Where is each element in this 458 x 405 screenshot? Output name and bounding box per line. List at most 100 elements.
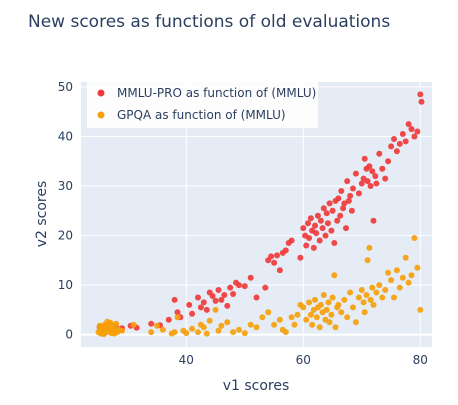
mmlu-pro-point (379, 165, 386, 172)
mmlu-pro-point (352, 170, 359, 177)
mmlu-pro-point (370, 217, 377, 224)
chart-title: New scores as functions of old evaluatio… (28, 12, 390, 32)
mmlu-pro-point (338, 188, 345, 194)
mmlu-pro-point (322, 232, 329, 239)
x-tick-labels: 40 60 80 (179, 353, 428, 367)
mmlu-pro-point (329, 207, 336, 214)
mmlu-pro-point (373, 180, 380, 187)
gpqa-point (113, 320, 120, 327)
mmlu-pro-point (319, 225, 326, 232)
mmlu-pro-point (408, 126, 415, 133)
gpqa-point (388, 277, 395, 284)
y-tick-label: 40 (58, 129, 73, 143)
mmlu-pro-point (313, 230, 320, 237)
gpqa-point (224, 319, 231, 326)
gpqa-point (104, 318, 111, 325)
mmlu-pro-point (328, 227, 335, 234)
gpqa-point (391, 294, 397, 301)
gpqa-point (300, 304, 307, 311)
gpqa-point (408, 272, 415, 279)
mmlu-pro-point (324, 220, 331, 227)
gpqa-point (414, 264, 421, 271)
mmlu-pro-point (303, 242, 310, 249)
gpqa-point (373, 289, 380, 296)
mmlu-pro-point (331, 240, 338, 246)
gpqa-point (385, 269, 392, 276)
mmlu-pro-point (343, 225, 349, 232)
gpqa-point (106, 323, 113, 330)
data-points (95, 91, 425, 338)
gpqa-point (393, 267, 400, 274)
gpqa-point (97, 326, 104, 333)
mmlu-pro-point (382, 175, 389, 182)
gpqa-point (320, 292, 327, 298)
mmlu-pro-point (340, 205, 347, 212)
gpqa-point (154, 322, 161, 329)
gpqa-point (230, 329, 237, 336)
gpqa-point (417, 306, 424, 313)
gpqa-point (411, 235, 418, 241)
gpqa-point (206, 317, 213, 324)
mmlu-pro-point (358, 180, 365, 187)
mmlu-pro-point (227, 284, 234, 291)
gpqa-point (338, 309, 345, 316)
gpqa-point (309, 321, 316, 328)
gpqa-point (171, 329, 178, 336)
mmlu-pro-point (335, 195, 342, 202)
gpqa-point (396, 284, 403, 291)
gpqa-point (241, 330, 248, 337)
gpqa-point (361, 309, 368, 316)
gpqa-point (247, 321, 254, 328)
mmlu-pro-point (316, 237, 323, 244)
x-tick-label: 60 (296, 353, 311, 367)
mmlu-pro-point (355, 190, 362, 197)
mmlu-pro-point (345, 197, 352, 204)
mmlu-pro-point (391, 136, 397, 142)
gpqa-point (352, 319, 359, 326)
mmlu-pro-point (297, 254, 304, 261)
legend[interactable]: MMLU-PRO as function of (MMLU) GPQA as f… (87, 82, 318, 128)
mmlu-pro-point (312, 222, 318, 229)
mmlu-pro-point (320, 205, 327, 212)
y-tick-label: 50 (58, 80, 73, 94)
gpqa-point (189, 325, 196, 332)
mmlu-pro-point (350, 185, 356, 192)
mmlu-pro-point (399, 131, 406, 137)
gpqa-point (316, 324, 323, 331)
gpqa-point (335, 301, 342, 308)
gpqa-point (253, 324, 260, 331)
gpqa-point (159, 326, 166, 333)
mmlu-pro-point (215, 287, 222, 293)
gpqa-point (288, 314, 295, 321)
gpqa-point (200, 324, 207, 331)
mmlu-pro-point (347, 192, 354, 199)
mmlu-pro-point (307, 215, 314, 222)
mmlu-pro-point (203, 306, 210, 313)
mmlu-pro-point (344, 178, 351, 185)
mmlu-pro-point (200, 299, 207, 306)
gpqa-point (350, 304, 356, 311)
mmlu-pro-point (337, 212, 344, 219)
gpqa-point (195, 329, 201, 336)
gpqa-point (360, 299, 367, 306)
gpqa-point (276, 316, 283, 323)
gpqa-point (328, 311, 335, 318)
mmlu-pro-point (326, 200, 333, 207)
mmlu-pro-point (241, 283, 248, 290)
y-tick-label: 30 (58, 179, 73, 193)
mmlu-pro-point (369, 168, 376, 175)
mmlu-pro-point (341, 200, 348, 207)
y-tick-label: 20 (58, 229, 73, 243)
gpqa-point (341, 296, 348, 303)
gpqa-point (370, 301, 377, 308)
mmlu-pro-point (417, 91, 424, 98)
mmlu-pro-point (282, 247, 289, 254)
mmlu-pro-point (366, 163, 373, 170)
mmlu-pro-point (367, 183, 374, 189)
gpqa-point (313, 314, 320, 321)
mmlu-pro-point (165, 316, 172, 323)
mmlu-pro-point (189, 310, 196, 317)
gpqa-point (347, 289, 354, 296)
gpqa-point (102, 328, 108, 335)
